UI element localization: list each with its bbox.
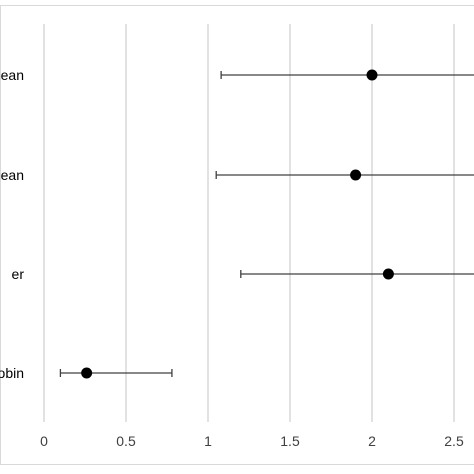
point-marker <box>81 367 93 379</box>
point-marker <box>382 268 394 280</box>
category-label: ean <box>1 67 24 83</box>
x-tick-label: 0 <box>40 433 48 449</box>
category-label: ean <box>1 167 24 183</box>
x-tick-label: 0.5 <box>116 433 136 449</box>
category-label: er <box>12 266 25 282</box>
chart-frame <box>0 5 474 465</box>
x-axis-tick-labels: 0 0.5 1 1.5 2 2.5 <box>40 433 464 449</box>
category-label: obin <box>0 365 24 381</box>
category-labels: ean ean er obin <box>0 67 24 381</box>
x-tick-label: 1.5 <box>280 433 300 449</box>
x-tick-label: 1 <box>204 433 212 449</box>
x-tick-label: 2 <box>368 433 376 449</box>
point-marker <box>366 69 378 81</box>
error-bars <box>59 69 474 379</box>
point-marker <box>350 169 362 181</box>
x-tick-label: 2.5 <box>444 433 464 449</box>
gridlines <box>43 24 455 422</box>
